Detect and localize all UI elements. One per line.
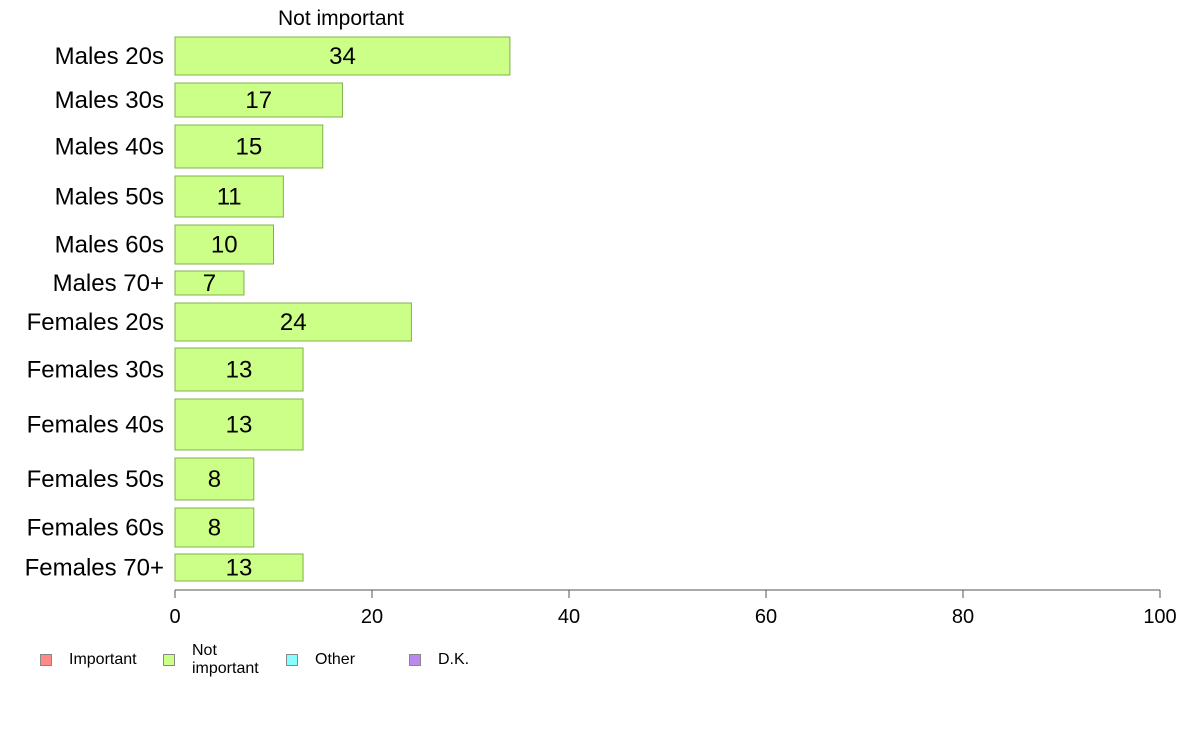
legend-label-dk: D.K. [438, 651, 470, 668]
x-tick-label: 40 [558, 606, 580, 628]
category-label-males-40s: Males 40s [55, 134, 164, 161]
data-label-females-40s: 13 [226, 412, 253, 439]
x-tick-label: 80 [952, 606, 974, 628]
legend-item-not-important: Not important [163, 642, 278, 678]
data-label-males-30s: 17 [245, 87, 272, 114]
data-label-females-30s: 13 [226, 357, 253, 384]
category-label-females-50s: Females 50s [27, 466, 164, 493]
x-tick-label: 100 [1143, 606, 1176, 628]
data-label-males-50s: 11 [217, 184, 242, 211]
x-tick-label: 60 [755, 606, 777, 628]
bar-females-60s [174, 507, 255, 548]
legend-swatch-other [286, 654, 298, 666]
legend-swatch-not-important [163, 654, 175, 666]
category-label-females-40s: Females 40s [27, 412, 164, 439]
data-label-males-70-plus: 7 [203, 270, 216, 297]
data-label-males-40s: 15 [236, 134, 263, 161]
category-label-males-20s: Males 20s [55, 43, 164, 70]
legend-item-important: Important [40, 642, 155, 669]
bar-females-30s [174, 347, 304, 392]
legend: Important Not important Other D.K. [40, 642, 640, 692]
bar-males-70-plus [174, 270, 245, 296]
legend-swatch-important [40, 654, 52, 666]
legend-item-dk: D.K. [409, 642, 524, 669]
legend-label-not-important: Not important [192, 642, 259, 677]
category-label-females-70-plus: Females 70+ [25, 555, 164, 582]
chart-title: Not important [278, 7, 404, 30]
x-tick-label: 20 [361, 606, 383, 628]
x-tick-label: 0 [169, 606, 180, 628]
bar-males-50s [174, 175, 284, 218]
data-label-females-70-plus: 13 [226, 555, 253, 582]
category-label-males-30s: Males 30s [55, 87, 164, 114]
data-label-females-50s: 8 [208, 466, 221, 493]
data-label-males-20s: 34 [329, 43, 356, 70]
data-label-males-60s: 10 [211, 232, 238, 259]
category-label-females-30s: Females 30s [27, 357, 164, 384]
legend-item-other: Other [286, 642, 401, 669]
category-label-females-20s: Females 20s [27, 309, 164, 336]
category-label-males-60s: Males 60s [55, 232, 164, 259]
category-label-males-70-plus: Males 70+ [53, 270, 164, 297]
x-axis: 0 20 40 60 80 100 [169, 589, 1177, 628]
legend-label-important: Important [69, 651, 137, 668]
bar-males-20s [174, 36, 511, 76]
legend-swatch-dk [409, 654, 421, 666]
category-label-males-50s: Males 50s [55, 184, 164, 211]
category-label-females-60s: Females 60s [27, 515, 164, 542]
data-label-females-60s: 8 [208, 515, 221, 542]
bar-females-70-plus [174, 553, 304, 582]
legend-label-other: Other [315, 651, 356, 668]
bar-females-50s [174, 457, 255, 501]
bars-group: Males 20s 34 Males 30s 17 Males 40s 15 Males 5… [25, 36, 511, 582]
data-label-females-20s: 24 [280, 309, 307, 336]
bar-females-40s [174, 398, 304, 451]
bar-females-20s [174, 302, 412, 342]
bar-males-60s [174, 224, 274, 265]
bar-males-30s [174, 82, 343, 118]
bar-males-40s [174, 124, 324, 169]
